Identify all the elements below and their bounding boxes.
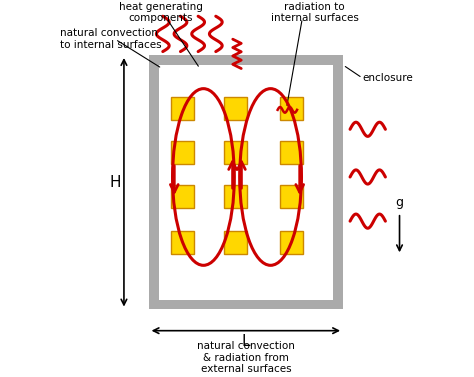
Text: g: g — [395, 196, 403, 209]
Bar — [171, 185, 194, 208]
Bar — [171, 97, 194, 120]
Bar — [149, 55, 343, 310]
Bar — [171, 231, 194, 254]
Text: H: H — [109, 175, 121, 190]
Bar — [280, 97, 303, 120]
Bar — [224, 97, 246, 120]
Text: radiation to
internal surfaces: radiation to internal surfaces — [271, 2, 359, 23]
Text: natural convection
& radiation from
external surfaces: natural convection & radiation from exte… — [197, 341, 295, 374]
Bar — [224, 141, 246, 164]
Text: enclosure: enclosure — [363, 73, 413, 83]
Bar — [171, 141, 194, 164]
Bar — [224, 185, 246, 208]
Bar — [280, 141, 303, 164]
Text: heat generating
components: heat generating components — [119, 2, 203, 23]
Text: L: L — [242, 334, 250, 349]
Bar — [280, 231, 303, 254]
Bar — [224, 231, 246, 254]
Bar — [159, 65, 333, 300]
Text: natural convection
to internal surfaces: natural convection to internal surfaces — [60, 28, 162, 50]
Bar — [280, 185, 303, 208]
